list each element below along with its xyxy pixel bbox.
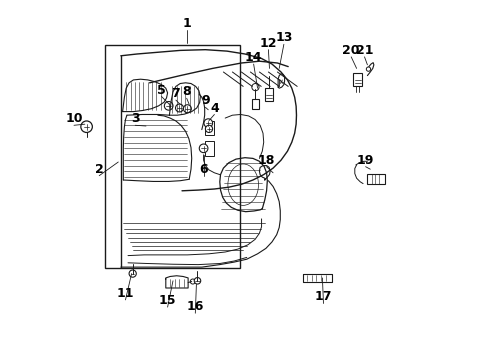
Text: 18: 18 — [258, 154, 275, 167]
Text: 17: 17 — [315, 291, 332, 303]
Circle shape — [205, 125, 213, 132]
Bar — [205, 121, 214, 135]
Text: 5: 5 — [157, 84, 166, 96]
Text: 1: 1 — [183, 17, 192, 30]
Text: 13: 13 — [275, 31, 293, 44]
Bar — [205, 141, 214, 156]
Text: 15: 15 — [159, 294, 176, 307]
Text: 8: 8 — [182, 85, 191, 98]
Text: 12: 12 — [260, 37, 277, 50]
Text: 21: 21 — [356, 44, 373, 57]
Circle shape — [129, 270, 136, 277]
Text: 3: 3 — [131, 112, 140, 125]
Text: 10: 10 — [65, 112, 83, 125]
Bar — [104, 45, 240, 268]
Bar — [265, 88, 273, 101]
Circle shape — [194, 278, 201, 284]
Bar — [252, 99, 259, 109]
Text: 2: 2 — [95, 163, 103, 176]
Circle shape — [199, 144, 208, 153]
Circle shape — [367, 67, 370, 71]
Text: 7: 7 — [172, 87, 180, 100]
Circle shape — [183, 105, 192, 113]
Circle shape — [252, 84, 259, 91]
Circle shape — [190, 279, 196, 284]
Circle shape — [175, 104, 183, 112]
Text: 9: 9 — [201, 94, 210, 107]
Circle shape — [204, 119, 213, 127]
Text: 14: 14 — [245, 51, 262, 64]
Circle shape — [164, 102, 173, 110]
Text: 16: 16 — [187, 300, 204, 313]
Bar — [353, 73, 362, 86]
Text: 6: 6 — [199, 163, 208, 176]
Circle shape — [81, 121, 92, 132]
Bar — [368, 174, 385, 184]
Text: 11: 11 — [117, 287, 134, 300]
Text: 4: 4 — [210, 102, 219, 114]
Text: 20: 20 — [343, 44, 360, 57]
Text: 19: 19 — [357, 154, 374, 167]
